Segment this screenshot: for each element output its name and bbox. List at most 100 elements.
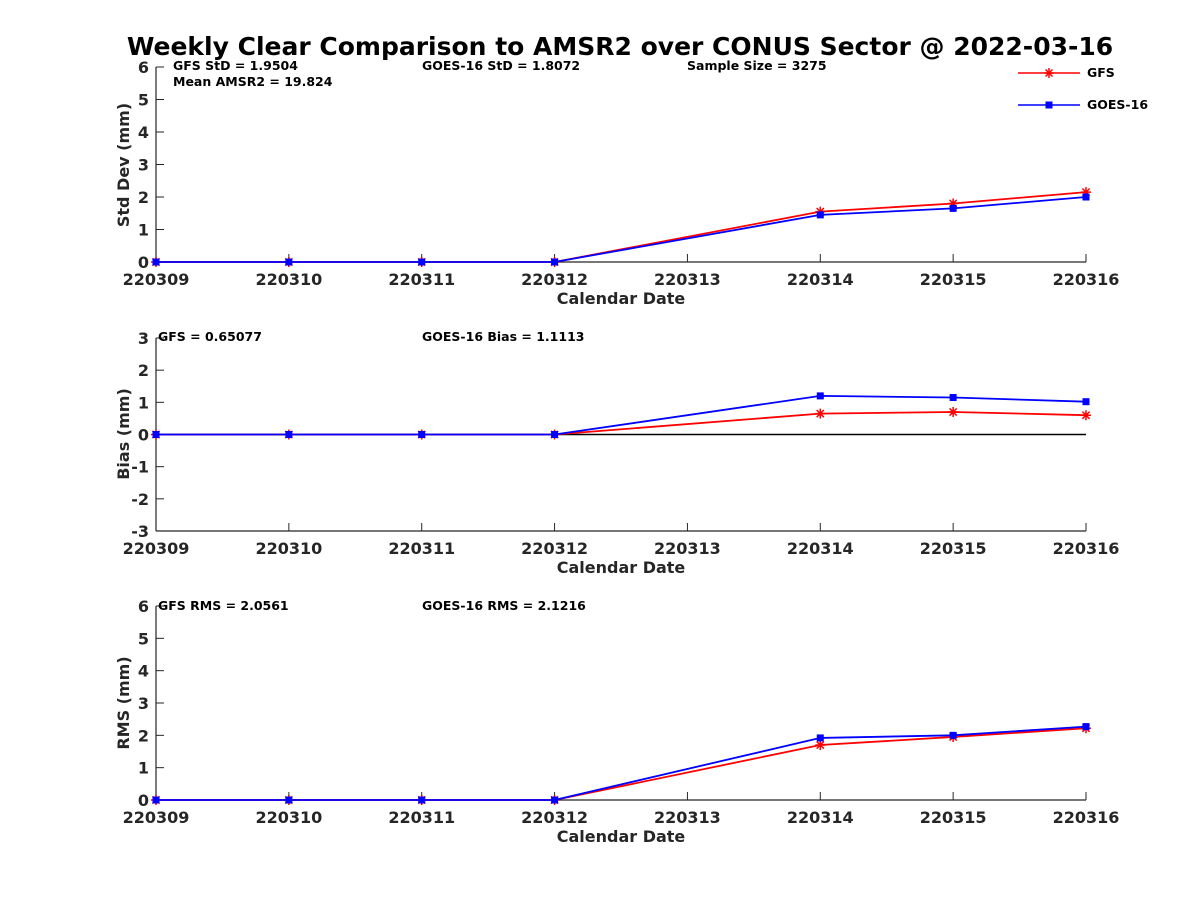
stat-annotation: Sample Size = 3275	[687, 58, 827, 73]
data-point-gfs	[948, 406, 959, 417]
chart-title: Weekly Clear Comparison to AMSR2 over CO…	[127, 32, 1113, 61]
x-tick-label: 220311	[388, 808, 455, 827]
y-tick-label: -1	[131, 458, 149, 477]
y-tick-label: 3	[138, 156, 149, 175]
series-line-gfs	[156, 727, 1087, 801]
stat-annotation: GFS StD = 1.9504	[173, 58, 298, 73]
data-point-goes-16	[1082, 723, 1090, 731]
data-point-goes-16	[285, 796, 293, 804]
y-tick-label: 6	[138, 597, 149, 616]
y-tick-label: 1	[138, 221, 149, 240]
data-point-goes-16	[285, 258, 293, 266]
data-point-goes-16	[418, 796, 426, 804]
data-point-goes-16	[816, 211, 824, 219]
data-point-goes-16	[1082, 193, 1090, 201]
legend-goes-label: GOES-16	[1087, 97, 1148, 112]
x-tick-label: 220312	[521, 808, 588, 827]
data-point-goes-16	[551, 796, 559, 804]
stat-annotation: GOES-16 Bias = 1.1113	[422, 329, 584, 344]
x-tick-label: 220314	[787, 270, 854, 289]
stat-annotation: GFS RMS = 2.0561	[158, 598, 289, 613]
x-tick-label: 220314	[787, 539, 854, 558]
data-point-goes-16	[285, 431, 293, 438]
data-point-goes-16	[949, 394, 957, 402]
stat-annotation: GOES-16 StD = 1.8072	[422, 58, 580, 73]
x-tick-label: 220309	[123, 539, 190, 558]
x-tick-label: 220311	[388, 539, 455, 558]
y-axis-label: Std Dev (mm)	[114, 103, 133, 227]
data-point-goes-16	[152, 258, 160, 266]
legend: GFS GOES-16	[1018, 65, 1148, 112]
stat-annotation: Mean AMSR2 = 19.824	[173, 74, 333, 89]
data-point-gfs	[1081, 187, 1091, 198]
y-tick-label: 6	[138, 58, 149, 77]
y-tick-label: 5	[138, 91, 149, 110]
y-tick-label: 2	[138, 188, 149, 207]
x-tick-label: 220309	[123, 270, 190, 289]
panel-3: 0 1 2 3 4 5 6 220309 220310 220311 220312 220313 220…	[114, 597, 1119, 846]
data-point-goes-16	[551, 431, 559, 438]
data-point-goes-16	[949, 204, 957, 212]
x-axis-label: Calendar Date	[557, 827, 686, 846]
data-point-gfs	[815, 740, 826, 751]
x-tick-label: 220313	[654, 539, 721, 558]
legend-gfs-label: GFS	[1087, 65, 1115, 80]
x-tick-label: 220314	[787, 808, 854, 827]
legend-gfs-marker	[1044, 68, 1054, 78]
data-point-gfs	[815, 408, 826, 419]
x-tick-label: 220309	[123, 808, 190, 827]
x-tick-label: 220316	[1053, 539, 1120, 558]
x-tick-label: 220312	[521, 539, 588, 558]
y-tick-label: 1	[138, 393, 149, 412]
y-tick-label: 0	[138, 426, 149, 445]
data-point-goes-16	[816, 392, 824, 400]
data-point-goes-16	[152, 431, 160, 438]
data-point-goes-16	[949, 731, 957, 739]
data-point-goes-16	[551, 258, 559, 266]
y-tick-label: 2	[138, 726, 149, 745]
legend-goes-marker	[1045, 101, 1053, 109]
x-tick-label: 220311	[388, 270, 455, 289]
y-axis-label: RMS (mm)	[114, 656, 133, 749]
y-tick-label: 0	[138, 253, 149, 272]
x-tick-label: 220316	[1053, 808, 1120, 827]
data-point-gfs	[1081, 410, 1091, 421]
x-tick-label: 220312	[521, 270, 588, 289]
y-tick-label: 3	[138, 329, 149, 348]
x-tick-label: 220310	[255, 270, 322, 289]
x-tick-label: 220310	[255, 539, 322, 558]
stat-annotation: GFS = 0.65077	[158, 329, 262, 344]
data-point-goes-16	[152, 796, 160, 804]
x-tick-label: 220315	[920, 270, 987, 289]
panel-1: 0 1 2 3 4 5 6 220309 220310 220311 220312 220313 220…	[114, 58, 1119, 308]
x-tick-label: 220313	[654, 270, 721, 289]
series-line-gfs	[156, 411, 1087, 436]
data-point-goes-16	[418, 258, 426, 266]
y-tick-label: -2	[131, 490, 149, 509]
x-axis-label: Calendar Date	[557, 289, 686, 308]
y-tick-label: 2	[138, 361, 149, 380]
y-axis-label: Bias (mm)	[114, 388, 133, 480]
data-point-goes-16	[418, 431, 426, 438]
y-tick-label: 3	[138, 694, 149, 713]
stat-annotation: GOES-16 RMS = 2.1216	[422, 598, 586, 613]
y-tick-label: 1	[138, 759, 149, 778]
data-point-goes-16	[1082, 398, 1090, 406]
panel-2: -3 -2 -1 0 1 2 3 220309 220310 220311 220312 220313…	[114, 329, 1119, 577]
x-tick-label: 220316	[1053, 270, 1120, 289]
series-line-gfs	[156, 191, 1087, 263]
y-tick-label: 0	[138, 791, 149, 810]
data-point-gfs	[948, 198, 959, 209]
x-axis-label: Calendar Date	[557, 558, 686, 577]
x-tick-label: 220315	[920, 539, 987, 558]
x-tick-label: 220310	[255, 808, 322, 827]
data-point-goes-16	[816, 734, 824, 742]
y-tick-label: -3	[131, 522, 149, 541]
x-tick-label: 220313	[654, 808, 721, 827]
y-tick-label: 4	[138, 123, 149, 142]
y-tick-label: 5	[138, 629, 149, 648]
y-tick-label: 4	[138, 662, 149, 681]
series-line-goes-16	[156, 196, 1087, 263]
x-tick-label: 220315	[920, 808, 987, 827]
